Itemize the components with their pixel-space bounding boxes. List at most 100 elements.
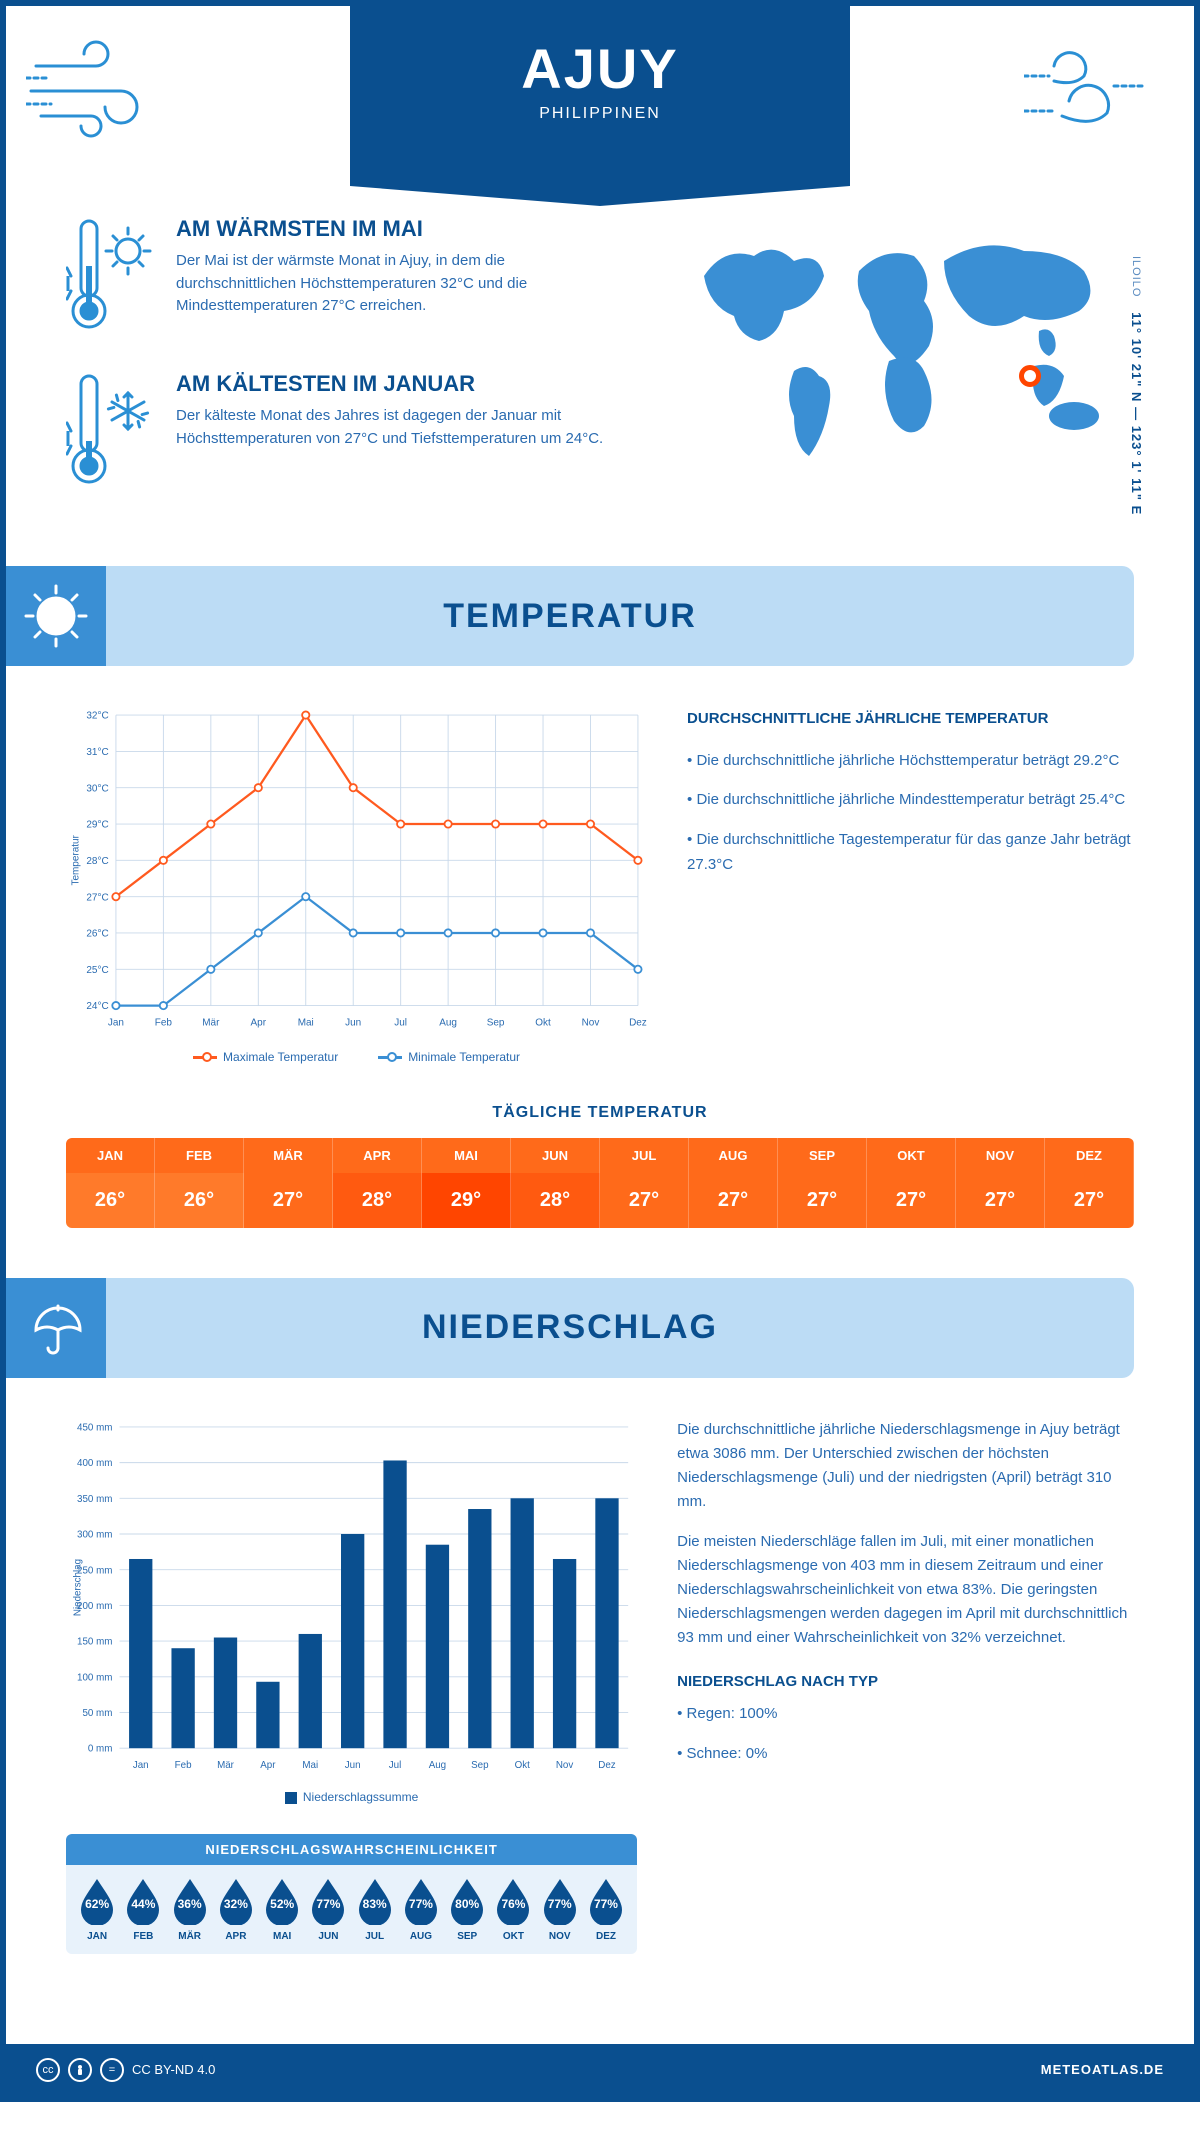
temp-cell: 26° [66,1173,155,1228]
drop-icon: 77% [541,1877,579,1925]
svg-text:0 mm: 0 mm [88,1744,113,1755]
temp-cell: 27° [956,1173,1045,1228]
svg-text:Nov: Nov [556,1760,574,1771]
cc-icon: cc [36,2058,60,2082]
svg-text:Aug: Aug [439,1018,457,1029]
svg-text:27°C: 27°C [86,892,108,903]
precip-type-title: NIEDERSCHLAG NACH TYP [677,1670,1134,1694]
svg-text:Jan: Jan [108,1018,124,1029]
drop-icon: 36% [171,1877,209,1925]
sun-icon [6,566,106,666]
drop-icon: 32% [217,1877,255,1925]
precipitation-bar-chart: 0 mm50 mm100 mm150 mm200 mm250 mm300 mm3… [66,1418,637,1954]
license-badges: cc = CC BY-ND 4.0 [36,2058,215,2082]
month-header: DEZ [1045,1138,1134,1173]
brand-text: METEOATLAS.DE [1041,2062,1164,2077]
temp-cell: 29° [422,1173,511,1228]
svg-text:100 mm: 100 mm [77,1672,112,1683]
drop-icon: 77% [587,1877,625,1925]
month-header: MAI [422,1138,511,1173]
stats-title: DURCHSCHNITTLICHE JÄHRLICHE TEMPERATUR [687,706,1134,732]
legend-label: Niederschlagssumme [285,1790,418,1804]
svg-text:Temperatur: Temperatur [71,834,82,885]
prob-cell: 62% JAN [74,1877,120,1942]
wind-icon [1024,36,1174,146]
svg-text:28°C: 28°C [86,856,108,867]
prob-cell: 77% NOV [537,1877,583,1942]
month-header: NOV [956,1138,1045,1173]
svg-text:Jun: Jun [345,1018,361,1029]
daily-temp-title: TÄGLICHE TEMPERATUR [66,1104,1134,1122]
world-map: ILOILO 11° 10' 21" N — 123° 1' 11" E [654,216,1134,526]
wind-icon [26,36,176,146]
temp-cell: 27° [1045,1173,1134,1228]
svg-text:31°C: 31°C [86,747,108,758]
warmest-block: AM WÄRMSTEN IM MAI Der Mai ist der wärms… [66,216,614,341]
temp-legend: Maximale Temperatur Minimale Temperatur [66,1050,647,1064]
temperature-row: 24°C25°C26°C27°C28°C29°C30°C31°C32°CJanF… [6,666,1194,1104]
svg-text:Dez: Dez [598,1760,616,1771]
page-title: AJUY [350,36,850,101]
svg-text:Mär: Mär [202,1018,220,1029]
svg-text:30°C: 30°C [86,783,108,794]
svg-text:29°C: 29°C [86,820,108,831]
by-icon [68,2058,92,2082]
svg-text:150 mm: 150 mm [77,1636,112,1647]
svg-text:26°C: 26°C [86,929,108,940]
precip-snow: • Schnee: 0% [677,1742,1134,1766]
daily-temperature-table: TÄGLICHE TEMPERATUR JANFEBMÄRAPRMAIJUNJU… [6,1104,1194,1278]
intro-section: AM WÄRMSTEN IM MAI Der Mai ist der wärms… [6,186,1194,566]
precip-legend: Niederschlagssumme [66,1790,637,1804]
temp-cell: 26° [155,1173,244,1228]
svg-text:300 mm: 300 mm [77,1529,112,1540]
nd-icon: = [100,2058,124,2082]
prob-cell: 32% APR [213,1877,259,1942]
section-title: TEMPERATUR [443,597,697,636]
svg-text:350 mm: 350 mm [77,1494,112,1505]
umbrella-icon [6,1278,106,1378]
title-banner: AJUY PHILIPPINEN [350,6,850,186]
intro-text-column: AM WÄRMSTEN IM MAI Der Mai ist der wärms… [66,216,614,526]
header: AJUY PHILIPPINEN [6,6,1194,186]
month-header: OKT [867,1138,956,1173]
temperature-line-chart: 24°C25°C26°C27°C28°C29°C30°C31°C32°CJanF… [66,706,647,1064]
warmest-text: Der Mai ist der wärmste Monat in Ajuy, i… [176,250,614,318]
svg-text:Sep: Sep [487,1018,505,1029]
svg-text:25°C: 25°C [86,965,108,976]
drop-icon: 44% [124,1877,162,1925]
legend-min: Minimale Temperatur [378,1050,520,1064]
prob-cell: 77% DEZ [583,1877,629,1942]
month-header: JUL [600,1138,689,1173]
footer: cc = CC BY-ND 4.0 METEOATLAS.DE [6,2044,1194,2096]
precipitation-row: 0 mm50 mm100 mm150 mm200 mm250 mm300 mm3… [6,1378,1194,1994]
page-subtitle: PHILIPPINEN [350,105,850,123]
warmest-title: AM WÄRMSTEN IM MAI [176,216,614,242]
svg-text:Feb: Feb [155,1018,173,1029]
svg-text:450 mm: 450 mm [77,1422,112,1433]
precip-p2: Die meisten Niederschläge fallen im Juli… [677,1530,1134,1650]
month-header: AUG [689,1138,778,1173]
prob-cell: 44% FEB [120,1877,166,1942]
coordinates: ILOILO 11° 10' 21" N — 123° 1' 11" E [1129,256,1144,515]
svg-text:Jul: Jul [394,1018,407,1029]
svg-text:32°C: 32°C [86,711,108,722]
prob-cell: 77% AUG [398,1877,444,1942]
stat-item: • Die durchschnittliche jährliche Höchst… [687,748,1134,774]
svg-text:Nov: Nov [582,1018,600,1029]
month-header: JUN [511,1138,600,1173]
prob-cell: 52% MAI [259,1877,305,1942]
section-title: NIEDERSCHLAG [422,1308,718,1347]
month-header: SEP [778,1138,867,1173]
svg-text:Okt: Okt [515,1760,531,1771]
drop-icon: 76% [494,1877,532,1925]
drop-icon: 83% [356,1877,394,1925]
svg-text:Apr: Apr [260,1760,276,1771]
month-header: APR [333,1138,422,1173]
legend-max: Maximale Temperatur [193,1050,338,1064]
svg-text:Aug: Aug [429,1760,446,1771]
drop-icon: 77% [402,1877,440,1925]
prob-cell: 76% OKT [490,1877,536,1942]
prob-title: NIEDERSCHLAGSWAHRSCHEINLICHKEIT [66,1834,637,1865]
svg-text:Feb: Feb [175,1760,192,1771]
precip-description: Die durchschnittliche jährliche Niedersc… [677,1418,1134,1954]
